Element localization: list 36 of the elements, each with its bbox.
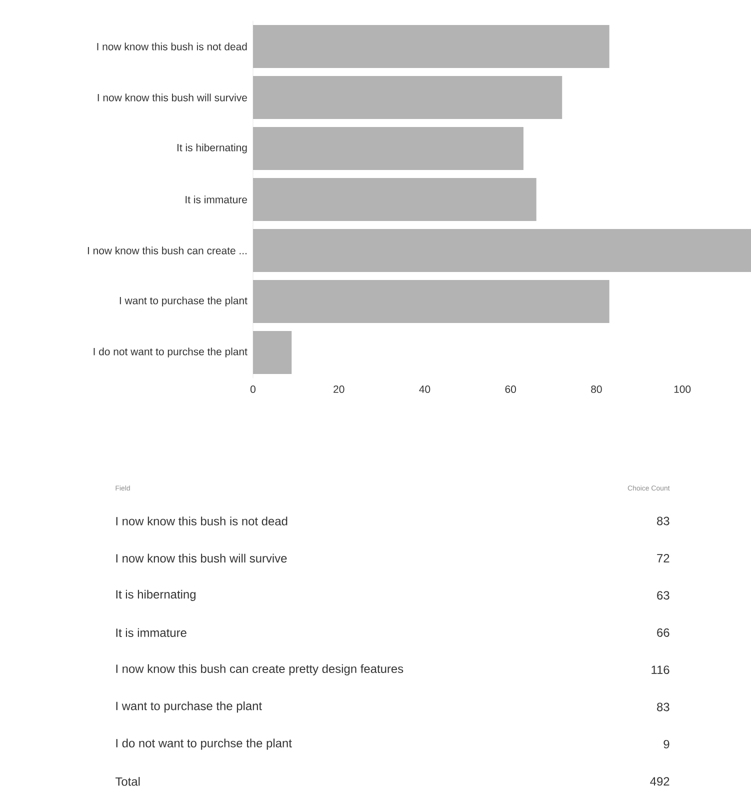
text: I now know this bush can create pretty design features [116, 664, 404, 676]
x-tick-label: 100 [674, 386, 691, 393]
bar [253, 24, 610, 68]
y-tick-label: It is immature [186, 196, 247, 204]
text: It is hibernating [116, 590, 196, 601]
text: I want to purchase the plant [116, 701, 262, 713]
y-tick-label: I now know this bush will survive [98, 94, 247, 102]
text: I now know this bush will survive [116, 554, 287, 563]
x-tick-label: 60 [505, 386, 516, 393]
text: It is immature [116, 628, 186, 637]
bar [253, 228, 751, 272]
y-tick-label: I now know this bush can create ... [88, 246, 246, 254]
bar [253, 178, 536, 221]
text: 492 [650, 777, 670, 786]
y-tick-label: I want to purchase the plant [120, 296, 248, 306]
text: 66 [657, 628, 670, 637]
bar [253, 126, 524, 170]
bar [253, 330, 292, 374]
text: I do not want to purchse the plant [116, 738, 292, 750]
x-tick-label: 0 [250, 386, 256, 393]
y-tick-label: I now know this bush is not dead [97, 42, 247, 50]
x-tick-label: 40 [419, 386, 430, 393]
text: I now know this bush is not dead [116, 516, 288, 526]
bar [253, 76, 562, 119]
text: 9 [664, 740, 670, 748]
text: 72 [657, 554, 670, 562]
y-tick-label: I do not want to purchse the plant [94, 348, 248, 358]
text: 83 [657, 516, 670, 526]
y-tick-label: It is hibernating [178, 144, 247, 154]
x-tick-label: 80 [591, 386, 602, 393]
x-tick-label: 20 [334, 386, 344, 393]
bar [253, 280, 610, 323]
text: Total [115, 777, 140, 786]
text: 63 [657, 591, 670, 600]
text: 116 [652, 666, 670, 674]
text: 83 [657, 702, 670, 712]
